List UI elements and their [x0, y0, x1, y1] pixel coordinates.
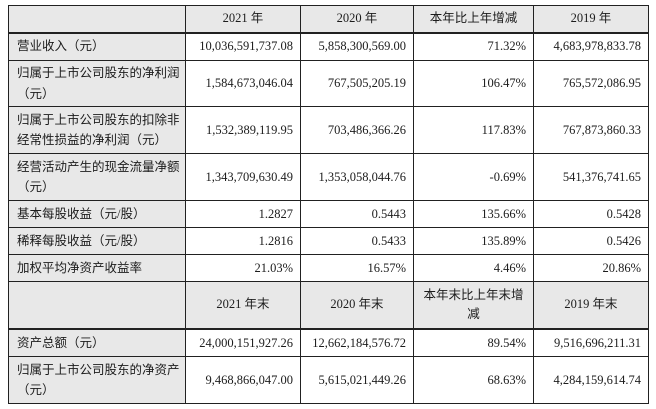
change-value: 89.54% [413, 328, 534, 358]
value-2019: 20.86% [533, 254, 649, 283]
table-row-net-assets: 归属于上市公司股东的净资产（元） 9,468,866,047.00 5,615,… [8, 356, 649, 405]
value-2019: 765,572,086.95 [533, 59, 649, 108]
table-row-net-profit-deducted: 归属于上市公司股东的扣除非经常性损益的净利润（元） 1,532,389,119.… [8, 106, 649, 155]
change-value: 68.63% [413, 356, 534, 405]
value-2021: 21.03% [185, 254, 301, 283]
yearend-header-row: 2021 年末 2020 年末 本年末比上年末增减 2019 年末 [8, 281, 649, 330]
value-2020: 16.57% [300, 254, 414, 283]
value-2021: 24,000,151,927.26 [185, 328, 301, 358]
header-2019-yearend: 2019 年末 [533, 281, 649, 330]
table-row-basic-eps: 基本每股收益（元/股） 1.2827 0.5443 135.66% 0.5428 [8, 200, 649, 229]
value-2020: 1,353,058,044.76 [300, 153, 414, 202]
value-2019: 0.5428 [533, 200, 649, 229]
row-label: 资产总额（元） [8, 328, 186, 358]
value-2019: 0.5426 [533, 227, 649, 256]
table-row-diluted-eps: 稀释每股收益（元/股） 1.2816 0.5433 135.89% 0.5426 [8, 227, 649, 256]
value-2019: 4,284,159,614.74 [533, 356, 649, 405]
table-row-weighted-avg-roe: 加权平均净资产收益率 21.03% 16.57% 4.46% 20.86% [8, 254, 649, 283]
value-2020: 5,615,021,449.26 [300, 356, 414, 405]
value-2020: 12,662,184,576.72 [300, 328, 414, 358]
row-label: 营业收入（元） [8, 32, 186, 61]
value-2020: 767,505,205.19 [300, 59, 414, 108]
value-2021: 10,036,591,737.08 [185, 32, 301, 61]
value-2019: 9,516,696,211.31 [533, 328, 649, 358]
row-label: 归属于上市公司股东的净资产（元） [8, 356, 186, 405]
table-row-net-profit: 归属于上市公司股东的净利润（元） 1,584,673,046.04 767,50… [8, 59, 649, 108]
row-label: 基本每股收益（元/股） [8, 200, 186, 229]
value-2020: 0.5433 [300, 227, 414, 256]
header-2021-yearend: 2021 年末 [185, 281, 301, 330]
header-2019: 2019 年 [533, 5, 649, 34]
header-yoy-change: 本年比上年增减 [413, 5, 534, 34]
header-2021: 2021 年 [185, 5, 301, 34]
change-value: 71.32% [413, 32, 534, 61]
value-2021: 1.2827 [185, 200, 301, 229]
value-2020: 5,858,300,569.00 [300, 32, 414, 61]
row-label: 经营活动产生的现金流量净额（元） [8, 153, 186, 202]
financial-summary-table-wrap: 2021 年 2020 年 本年比上年增减 2019 年 营业收入（元） 10,… [8, 5, 649, 405]
change-value: 135.89% [413, 227, 534, 256]
value-2021: 1,584,673,046.04 [185, 59, 301, 108]
table-row-total-assets: 资产总额（元） 24,000,151,927.26 12,662,184,576… [8, 328, 649, 358]
value-2019: 4,683,978,833.78 [533, 32, 649, 61]
value-2019: 541,376,741.65 [533, 153, 649, 202]
row-label: 归属于上市公司股东的扣除非经常性损益的净利润（元） [8, 106, 186, 155]
period-header-row: 2021 年 2020 年 本年比上年增减 2019 年 [8, 5, 649, 34]
header-2020: 2020 年 [300, 5, 414, 34]
row-label: 加权平均净资产收益率 [8, 254, 186, 283]
row-label: 稀释每股收益（元/股） [8, 227, 186, 256]
change-value: 117.83% [413, 106, 534, 155]
change-value: 135.66% [413, 200, 534, 229]
value-2020: 703,486,366.26 [300, 106, 414, 155]
change-value: 106.47% [413, 59, 534, 108]
value-2021: 1,343,709,630.49 [185, 153, 301, 202]
value-2021: 1.2816 [185, 227, 301, 256]
row-label: 归属于上市公司股东的净利润（元） [8, 59, 186, 108]
table-row-operating-cash-flow: 经营活动产生的现金流量净额（元） 1,343,709,630.49 1,353,… [8, 153, 649, 202]
value-2021: 9,468,866,047.00 [185, 356, 301, 405]
header-yearend-change: 本年末比上年末增减 [413, 281, 534, 330]
value-2020: 0.5443 [300, 200, 414, 229]
corner-cell [8, 5, 186, 34]
header-2020-yearend: 2020 年末 [300, 281, 414, 330]
change-value: 4.46% [413, 254, 534, 283]
corner-cell [8, 281, 186, 330]
value-2019: 767,873,860.33 [533, 106, 649, 155]
value-2021: 1,532,389,119.95 [185, 106, 301, 155]
change-value: -0.69% [413, 153, 534, 202]
table-row-revenue: 营业收入（元） 10,036,591,737.08 5,858,300,569.… [8, 32, 649, 61]
financial-summary-table: 2021 年 2020 年 本年比上年增减 2019 年 营业收入（元） 10,… [8, 5, 649, 405]
